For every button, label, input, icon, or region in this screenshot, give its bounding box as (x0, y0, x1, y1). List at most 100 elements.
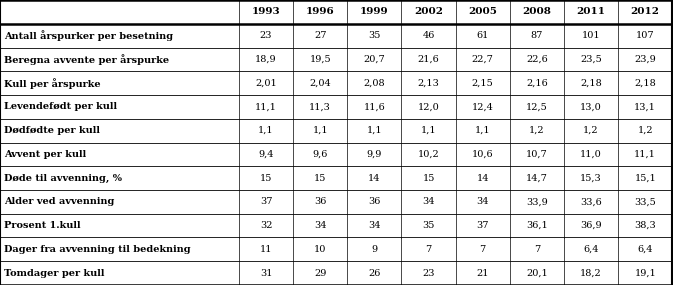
Text: 9: 9 (371, 245, 378, 254)
Text: 10: 10 (314, 245, 326, 254)
Text: 23,5: 23,5 (580, 55, 602, 64)
Text: 10,2: 10,2 (418, 150, 439, 159)
Text: 12,4: 12,4 (472, 102, 494, 111)
Text: Kull per årspurke: Kull per årspurke (4, 78, 101, 89)
Text: 107: 107 (636, 31, 655, 40)
Text: 11,3: 11,3 (309, 102, 331, 111)
Text: 13,1: 13,1 (634, 102, 656, 111)
Text: 46: 46 (423, 31, 435, 40)
Text: Tomdager per kull: Tomdager per kull (4, 269, 104, 278)
Text: 34: 34 (314, 221, 326, 230)
Text: 35: 35 (423, 221, 435, 230)
Text: 33,9: 33,9 (526, 198, 548, 206)
Text: 14: 14 (476, 174, 489, 183)
Text: 37: 37 (476, 221, 489, 230)
Text: 34: 34 (476, 198, 489, 206)
Text: Alder ved avvenning: Alder ved avvenning (4, 198, 114, 206)
Text: 12,5: 12,5 (526, 102, 548, 111)
Text: 2,04: 2,04 (310, 79, 331, 87)
Text: 1,2: 1,2 (529, 126, 544, 135)
Text: 6,4: 6,4 (583, 245, 599, 254)
Text: 38,3: 38,3 (635, 221, 656, 230)
Text: Avvent per kull: Avvent per kull (4, 150, 86, 159)
Text: Dødfødte per kull: Dødfødte per kull (4, 126, 100, 135)
Text: 15: 15 (314, 174, 326, 183)
Text: 20,1: 20,1 (526, 269, 548, 278)
Text: 11,1: 11,1 (255, 102, 277, 111)
Text: 2,13: 2,13 (417, 79, 439, 87)
Text: 2,08: 2,08 (363, 79, 385, 87)
Text: 87: 87 (531, 31, 543, 40)
Text: 33,5: 33,5 (635, 198, 656, 206)
Text: 1,1: 1,1 (421, 126, 436, 135)
Text: 32: 32 (260, 221, 273, 230)
Text: Dager fra avvenning til bedekning: Dager fra avvenning til bedekning (4, 245, 190, 254)
Text: 29: 29 (314, 269, 326, 278)
Text: 15,3: 15,3 (580, 174, 602, 183)
Text: 20,7: 20,7 (363, 55, 385, 64)
Text: 18,2: 18,2 (580, 269, 602, 278)
Text: 23,9: 23,9 (635, 55, 656, 64)
Text: 10,7: 10,7 (526, 150, 548, 159)
Text: 2008: 2008 (522, 7, 551, 16)
Text: 31: 31 (260, 269, 273, 278)
Text: 23: 23 (260, 31, 273, 40)
Text: 2012: 2012 (631, 7, 660, 16)
Text: 15,1: 15,1 (635, 174, 656, 183)
Text: 19,1: 19,1 (635, 269, 656, 278)
Text: Beregna avvente per årspurke: Beregna avvente per årspurke (4, 54, 169, 65)
Text: 11,1: 11,1 (634, 150, 656, 159)
Text: 37: 37 (260, 198, 273, 206)
Text: 1,1: 1,1 (367, 126, 382, 135)
Text: 2,18: 2,18 (580, 79, 602, 87)
Text: 7: 7 (534, 245, 540, 254)
Text: 101: 101 (581, 31, 600, 40)
Text: 22,6: 22,6 (526, 55, 548, 64)
Text: 11: 11 (260, 245, 273, 254)
Text: 2011: 2011 (577, 7, 606, 16)
Text: 1,1: 1,1 (258, 126, 274, 135)
Text: 2,18: 2,18 (635, 79, 656, 87)
Text: 1,1: 1,1 (312, 126, 328, 135)
Text: Levendefødt per kull: Levendefødt per kull (4, 102, 117, 111)
Text: 21,6: 21,6 (418, 55, 439, 64)
Text: 10,6: 10,6 (472, 150, 493, 159)
Text: 36,1: 36,1 (526, 221, 548, 230)
Text: 33,6: 33,6 (580, 198, 602, 206)
Text: 36: 36 (314, 198, 326, 206)
Text: 18,9: 18,9 (255, 55, 277, 64)
Text: 15: 15 (260, 174, 272, 183)
Text: 9,6: 9,6 (312, 150, 328, 159)
Text: 2,15: 2,15 (472, 79, 493, 87)
Text: 14: 14 (368, 174, 381, 183)
Text: 34: 34 (422, 198, 435, 206)
Text: 15: 15 (423, 174, 435, 183)
Text: 11,0: 11,0 (580, 150, 602, 159)
Text: 1993: 1993 (252, 7, 281, 16)
Text: 14,7: 14,7 (526, 174, 548, 183)
Text: 61: 61 (476, 31, 489, 40)
Text: 22,7: 22,7 (472, 55, 494, 64)
Text: 26: 26 (368, 269, 380, 278)
Text: 27: 27 (314, 31, 326, 40)
Text: Antall årspurker per besetning: Antall årspurker per besetning (4, 30, 173, 41)
Text: 23: 23 (422, 269, 435, 278)
Text: Prosent 1.kull: Prosent 1.kull (4, 221, 81, 230)
Text: 13,0: 13,0 (580, 102, 602, 111)
Text: 7: 7 (425, 245, 431, 254)
Text: 19,5: 19,5 (310, 55, 331, 64)
Text: 1999: 1999 (360, 7, 389, 16)
Text: 21: 21 (476, 269, 489, 278)
Text: 7: 7 (480, 245, 486, 254)
Text: 9,4: 9,4 (258, 150, 274, 159)
Text: 1996: 1996 (306, 7, 334, 16)
Text: 11,6: 11,6 (363, 102, 385, 111)
Text: 12,0: 12,0 (418, 102, 439, 111)
Text: Døde til avvenning, %: Døde til avvenning, % (4, 174, 122, 183)
Text: 35: 35 (368, 31, 380, 40)
Text: 1,1: 1,1 (475, 126, 491, 135)
Text: 1,2: 1,2 (583, 126, 599, 135)
Text: 2,16: 2,16 (526, 79, 548, 87)
Text: 6,4: 6,4 (637, 245, 653, 254)
Text: 36,9: 36,9 (580, 221, 602, 230)
